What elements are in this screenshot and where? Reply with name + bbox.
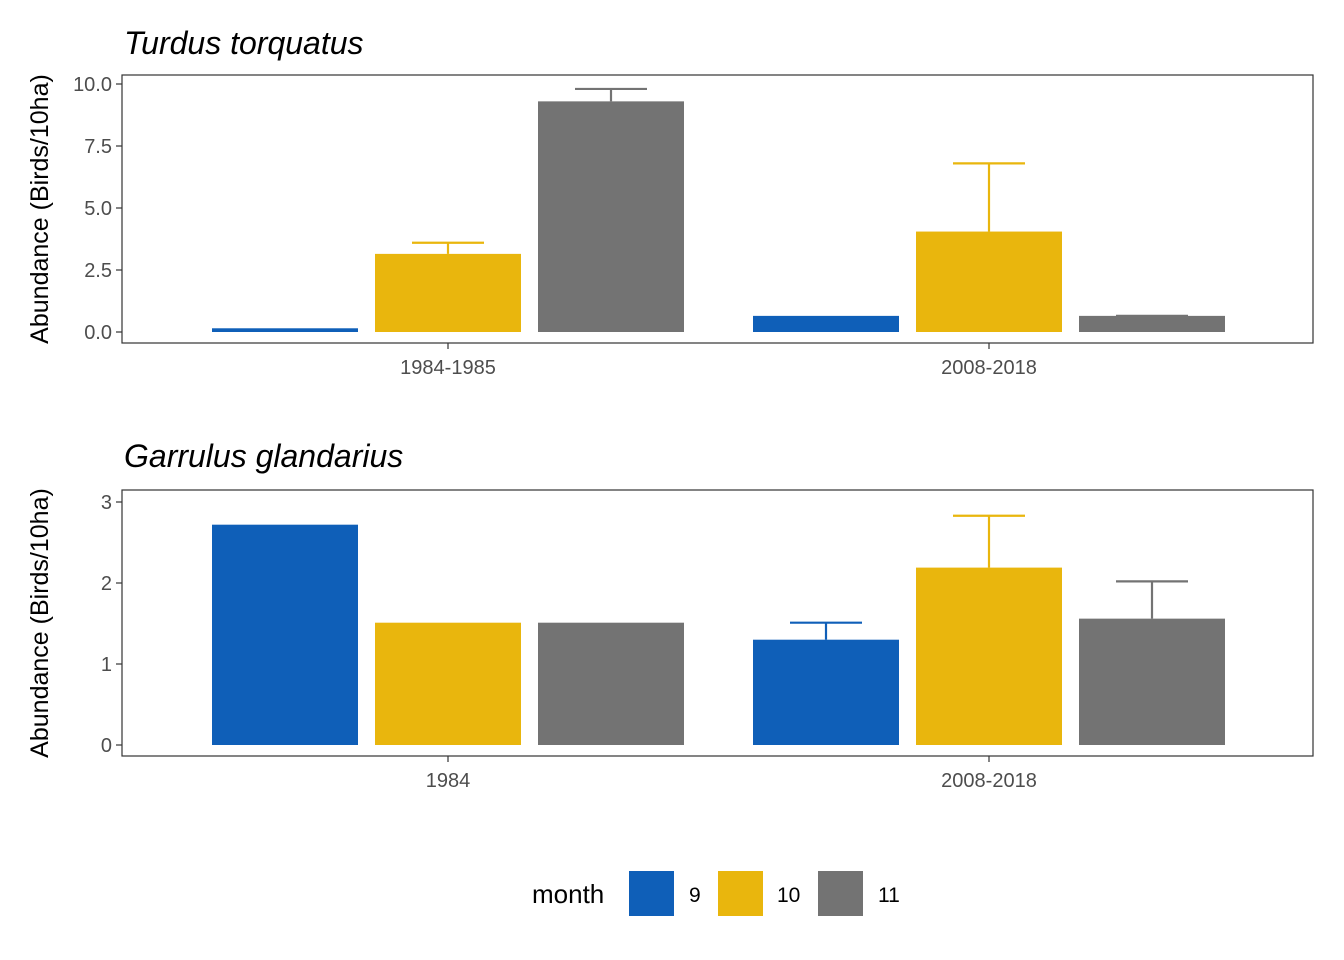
panel-title: Turdus torquatus xyxy=(124,25,364,61)
bar-1984-1985-month-9 xyxy=(212,328,358,332)
panels: Turdus torquatus Abundance (Birds/10ha) 0.… xyxy=(26,25,1314,792)
legend-swatch-9 xyxy=(629,871,674,916)
panel-border xyxy=(121,74,1314,344)
y-tick-label: 1 xyxy=(101,654,112,676)
bar-1984-month-10 xyxy=(375,622,521,745)
legend-swatch-11 xyxy=(818,871,863,916)
bar-1984-month-9 xyxy=(212,524,358,745)
bar-2008-2018-month-9 xyxy=(753,639,899,745)
x-tick-label: 1984 xyxy=(426,770,471,792)
legend-label-11: 11 xyxy=(878,884,900,907)
y-tick-label: 3 xyxy=(101,492,112,514)
panel-1: Turdus torquatus Abundance (Birds/10ha) 0.… xyxy=(26,25,1314,379)
bar-2008-2018-month-11 xyxy=(1079,618,1225,745)
x-tick-label: 2008-2018 xyxy=(941,357,1037,379)
bar-2008-2018-month-9 xyxy=(753,315,899,332)
y-tick-label: 5.0 xyxy=(84,198,112,220)
y-axis-label: Abundance (Birds/10ha) xyxy=(26,488,54,758)
panel-border xyxy=(121,489,1314,757)
legend: month 9 10 11 xyxy=(532,871,900,916)
legend-swatch-10 xyxy=(718,871,763,916)
y-tick-label: 0.0 xyxy=(84,322,112,344)
x-tick-label: 1984-1985 xyxy=(400,357,496,379)
y-tick-label: 2.5 xyxy=(84,260,112,282)
legend-label-10: 10 xyxy=(777,884,800,907)
bar-2008-2018-month-10 xyxy=(916,567,1062,745)
bar-2008-2018-month-11 xyxy=(1079,315,1225,332)
y-axis-label: Abundance (Birds/10ha) xyxy=(26,74,54,344)
bar-2008-2018-month-10 xyxy=(916,231,1062,332)
panel-2: Garrulus glandarius Abundance (Birds/10ha… xyxy=(26,438,1314,792)
y-tick-label: 2 xyxy=(101,573,112,595)
bar-1984-month-11 xyxy=(538,622,684,745)
y-tick-label: 7.5 xyxy=(84,136,112,158)
panel-title: Garrulus glandarius xyxy=(124,438,403,474)
legend-label-9: 9 xyxy=(689,884,701,907)
y-tick-label: 10.0 xyxy=(73,74,112,96)
bar-1984-1985-month-10 xyxy=(375,253,521,332)
y-tick-label: 0 xyxy=(101,735,112,757)
legend-title: month xyxy=(532,879,604,909)
x-tick-label: 2008-2018 xyxy=(941,770,1037,792)
bar-1984-1985-month-11 xyxy=(538,101,684,332)
